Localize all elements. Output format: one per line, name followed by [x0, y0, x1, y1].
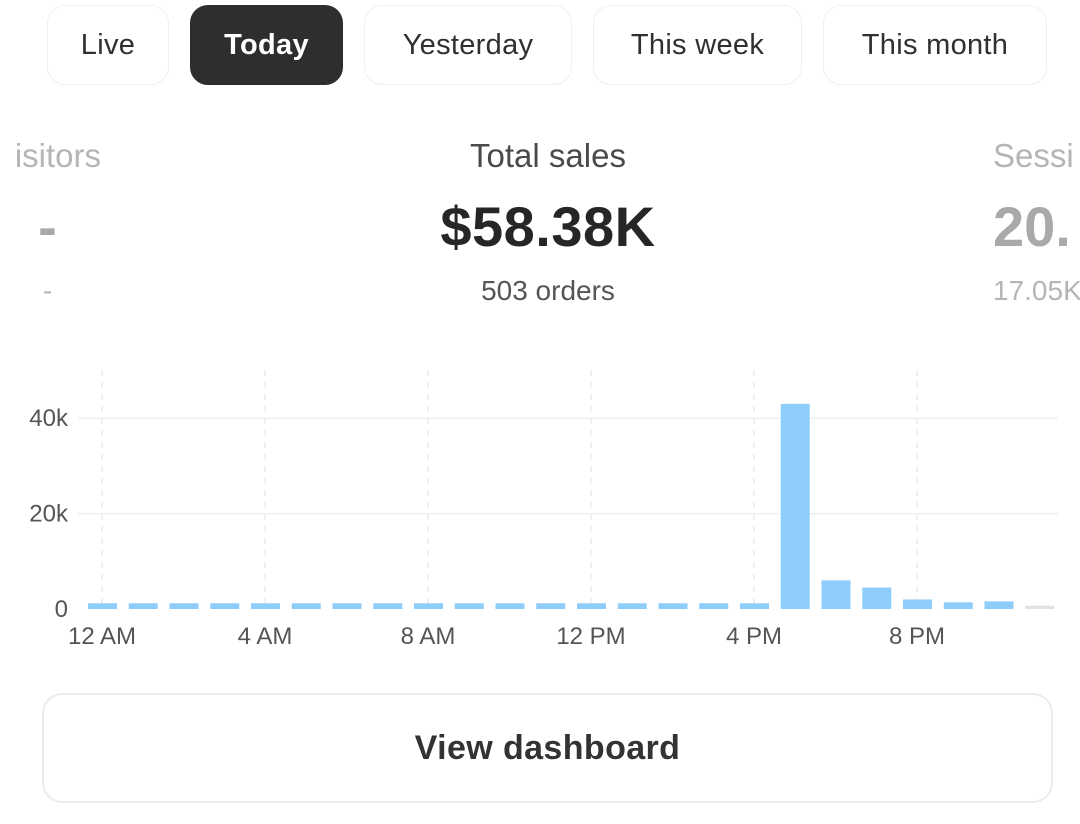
sales-bar-chart: 0 20k 40k 12 AM 4 AM 8 AM 12 PM 4 PM 8 PM: [29, 370, 1058, 650]
x-tick-label: 12 AM: [68, 623, 136, 650]
bar-1-am: [128, 603, 158, 609]
bar-8-pm: [903, 599, 932, 609]
x-tick-label: 12 PM: [556, 623, 625, 650]
x-tick-label: 4 AM: [238, 623, 293, 650]
bar-9-am: [454, 603, 484, 609]
bar-9-pm: [943, 602, 973, 609]
metric-sessions-label: Sessi: [993, 137, 1074, 174]
date-range-tabs: Live Today Yesterday This week This mont…: [0, 5, 1080, 89]
metric-total-sales-value: $58.38K: [440, 195, 656, 258]
bar-10-pm: [984, 601, 1014, 609]
bar-8-am: [414, 603, 443, 609]
metric-total-sales-orders: 503 orders: [481, 275, 615, 306]
bar-4-pm: [740, 603, 769, 609]
tab-this-month[interactable]: This month: [823, 5, 1047, 85]
bar-6-pm: [821, 580, 851, 609]
bar-3-am: [210, 603, 240, 609]
metric-sessions-value: 20.: [993, 195, 1071, 258]
tab-live[interactable]: Live: [47, 5, 169, 85]
metric-visitors[interactable]: isitors - -: [0, 130, 135, 310]
metric-sessions-sub: 17.05K: [993, 275, 1080, 306]
metric-sessions[interactable]: Sessi 20. 17.05K: [993, 130, 1080, 310]
y-tick-label: 20k: [29, 501, 69, 528]
x-tick-label: 8 PM: [889, 623, 945, 650]
view-dashboard-button[interactable]: View dashboard: [42, 693, 1053, 803]
bar-2-am: [169, 603, 199, 609]
bar-5-am: [291, 603, 321, 609]
bar-11-pm: [1025, 605, 1055, 609]
metric-total-sales-label: Total sales: [470, 137, 626, 174]
bar-7-pm: [862, 587, 892, 609]
y-tick-label: 40k: [29, 405, 69, 432]
metric-total-sales[interactable]: Total sales $58.38K 503 orders: [348, 130, 748, 310]
bar-1-pm: [617, 603, 647, 609]
bar-10-am: [495, 603, 525, 609]
bar-2-pm: [658, 603, 688, 609]
bar-5-pm: [780, 403, 810, 609]
y-tick-label: 0: [55, 596, 68, 623]
metric-visitors-sub: -: [42, 275, 53, 306]
tab-this-week[interactable]: This week: [593, 5, 802, 85]
bar-11-am: [536, 603, 566, 609]
bar-12-am: [88, 603, 117, 609]
x-tick-label: 4 PM: [726, 623, 782, 650]
bar-3-pm: [699, 603, 729, 609]
metrics-carousel[interactable]: isitors - - Total sales $58.38K 503 orde…: [0, 130, 1080, 320]
bar-7-am: [373, 603, 403, 609]
bar-6-am: [332, 603, 362, 609]
tab-yesterday[interactable]: Yesterday: [364, 5, 572, 85]
x-tick-label: 8 AM: [401, 623, 456, 650]
bar-4-am: [251, 603, 280, 609]
metric-visitors-value: -: [38, 195, 57, 258]
metric-visitors-label: isitors: [14, 137, 101, 174]
tab-today[interactable]: Today: [190, 5, 343, 85]
bar-12-pm: [577, 603, 606, 609]
